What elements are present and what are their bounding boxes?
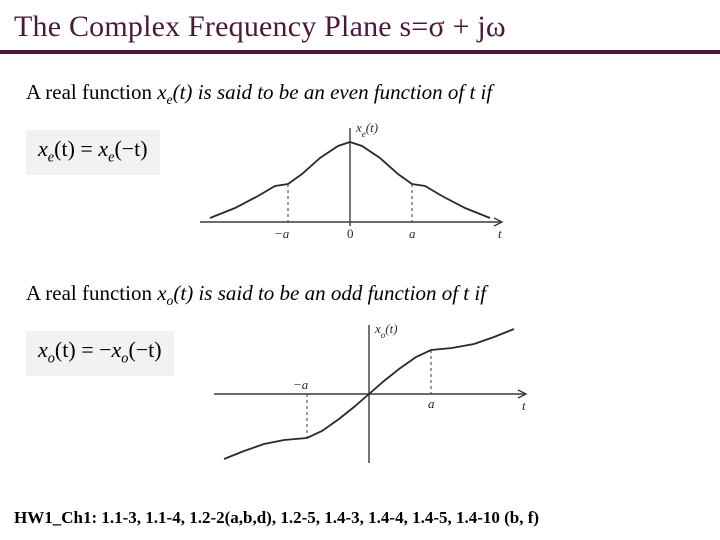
svg-text:−a: −a xyxy=(293,377,309,392)
neg: − xyxy=(99,337,111,362)
svg-text:0: 0 xyxy=(347,226,354,241)
eq-sign: = xyxy=(75,136,98,161)
fn-name: x xyxy=(157,281,166,305)
svg-text:−a: −a xyxy=(274,226,290,241)
lhs-sub: o xyxy=(48,351,55,367)
svg-text:a: a xyxy=(428,396,435,411)
fn-name: x xyxy=(157,80,166,104)
fn-arg: (t) xyxy=(173,80,193,104)
svg-text:a: a xyxy=(409,226,416,241)
eq-sign: = xyxy=(76,337,99,362)
lhs-arg: (t) xyxy=(55,337,76,362)
svg-text:xe(t): xe(t) xyxy=(355,120,378,139)
homework-footer: HW1_Ch1: 1.1-3, 1.1-4, 1.2-2(a,b,d), 1.2… xyxy=(0,508,720,528)
rhs-arg: (−t) xyxy=(114,136,147,161)
svg-text:t: t xyxy=(498,226,502,241)
rhs-arg: (−t) xyxy=(128,337,161,362)
rhs-fn: x xyxy=(98,136,108,161)
svg-text:t: t xyxy=(522,398,526,413)
odd-graph-svg: xo(t) t −a a xyxy=(204,319,534,469)
svg-text:xo(t): xo(t) xyxy=(374,321,398,340)
even-function-statement: A real function xe(t) is said to be an e… xyxy=(26,80,694,108)
lhs-fn: x xyxy=(38,337,48,362)
rhs-fn: x xyxy=(112,337,122,362)
odd-graph: xo(t) t −a a xyxy=(204,319,534,474)
text-italic: is said to be an even function of t if xyxy=(192,80,492,104)
slide-title: The Complex Frequency Plane s=σ + jω xyxy=(0,0,720,50)
odd-row: xo(t) = −xo(−t) xo(t)t−aa xyxy=(26,319,694,474)
fn-arg: (t) xyxy=(173,281,193,305)
even-graph: xe(t) t −a 0 a xyxy=(190,118,510,253)
text: A real function xyxy=(26,281,157,305)
even-equation: xe(t) = xe(−t) xyxy=(26,130,160,174)
slide-body: A real function xe(t) is said to be an e… xyxy=(0,54,720,474)
lhs-arg: (t) xyxy=(54,136,75,161)
even-graph-svg: xe(t) t −a 0 a xyxy=(190,118,510,248)
lhs-fn: x xyxy=(38,136,48,161)
text-italic: is said to be an odd function of t if xyxy=(193,281,486,305)
even-row: xe(t) = xe(−t) xe(t) t −a 0 a xyxy=(26,118,694,253)
odd-equation: xo(t) = −xo(−t) xyxy=(26,331,174,375)
text: A real function xyxy=(26,80,157,104)
odd-function-statement: A real function xo(t) is said to be an o… xyxy=(26,281,694,309)
